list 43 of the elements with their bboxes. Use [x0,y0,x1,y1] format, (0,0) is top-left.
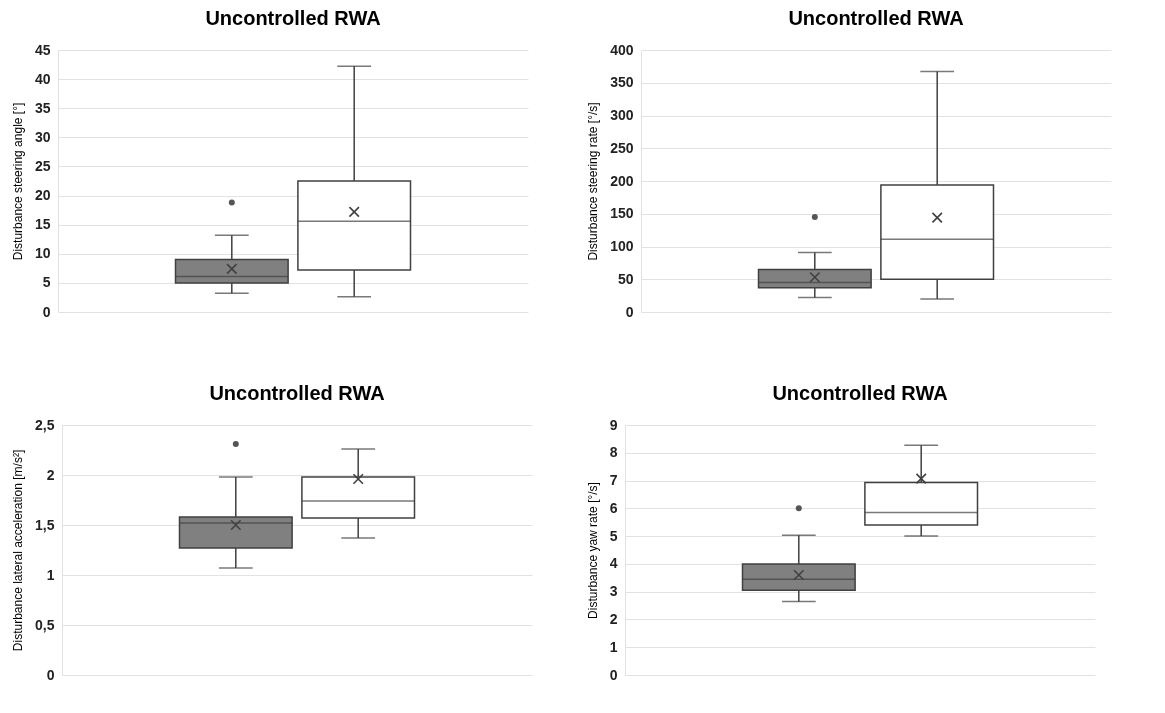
y-tick-label: 0,5 [35,616,55,633]
y-tick-label: 45 [34,41,51,58]
y-tick-label: 0 [625,303,634,320]
y-tick-label: 1 [46,566,55,583]
y-tick-label: 0 [609,666,618,683]
y-tick-label: 3 [609,583,618,600]
y-tick-label: 4 [609,555,618,572]
y-axis-title: Disturbance steering rate [°/s] [586,102,601,261]
y-tick-label: 1 [609,638,618,655]
y-axis-title: Disturbance yaw rate [°/s] [585,482,600,619]
y-tick-label: 25 [34,157,51,174]
y-tick-label: 20 [34,187,51,204]
y-tick-label: 40 [34,70,51,87]
y-axis-title: Disturbance steering angle [°] [10,102,25,261]
y-tick-label: 0 [42,303,51,320]
y-tick-label: 0 [46,666,55,683]
y-tick-label: 8 [609,444,618,461]
y-tick-label: 9 [609,416,618,433]
y-tick-label: 150 [610,205,634,222]
y-tick-label: 1,5 [35,516,55,533]
chart-title: Uncontrolled RWA [205,7,381,29]
y-tick-label: 10 [34,245,51,262]
y-tick-label: 5 [42,274,51,291]
y-tick-label: 35 [34,99,51,116]
y-tick-label: 300 [610,107,634,123]
chart-title: Uncontrolled RWA [788,7,964,29]
y-tick-label: 2 [46,466,55,483]
y-tick-label: 250 [610,139,634,156]
y-tick-label: 2,5 [35,416,55,433]
y-tick-label: 30 [34,128,51,145]
y-axis-title: Disturbance lateral acceleration [m/s²] [11,449,26,652]
y-tick-label: 2 [609,610,618,627]
y-tick-label: 6 [609,499,618,516]
y-tick-label: 50 [617,270,634,287]
y-tick-label: 400 [610,41,634,58]
y-tick-label: 5 [609,527,618,544]
y-tick-label: 7 [609,472,618,489]
chart-title: Uncontrolled RWA [209,382,385,404]
y-tick-label: 200 [610,172,634,189]
chart-title: Uncontrolled RWA [772,382,948,404]
y-tick-label: 15 [34,216,51,233]
y-tick-label: 350 [610,74,634,91]
y-tick-label: 100 [610,238,634,254]
